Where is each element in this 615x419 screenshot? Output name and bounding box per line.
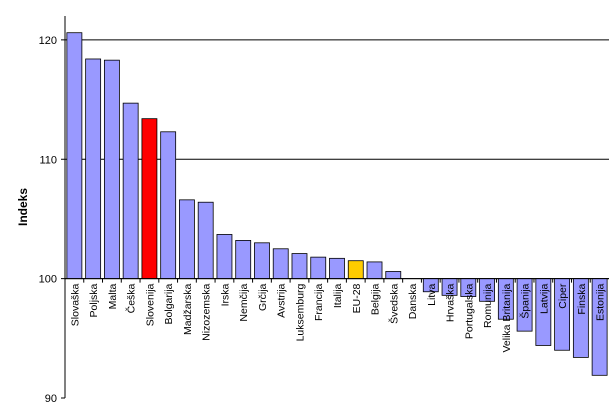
axes [61,16,609,399]
x-tick-label: Latvija [538,283,550,314]
bar-belgija [366,261,383,280]
bar-grčija [254,242,270,280]
bar-slovenija [141,118,158,280]
x-tick-label: Hrvaška [445,283,457,322]
x-tick-label: Portugalska [463,283,475,339]
y-tick-label-100: 100 [39,274,57,286]
bar-francija [310,256,327,280]
x-tick-label: Bolgarija [163,283,175,324]
x-tick-label: Ciper [557,283,569,309]
x-tick-label: Španija [519,283,532,318]
x-tick-label: Češka [125,283,138,313]
x-tick-labels: Slovaška Poljska Malta Češka Slovenija Bolgar… [69,283,606,352]
x-tick-label: Malta [107,283,119,309]
x-tick-label: Velika Britanija [501,283,513,352]
x-tick-label: EU-28 [351,283,363,313]
x-tick-label: Litva [426,283,438,305]
bar-avstrija [272,248,289,280]
x-tick-label: Madžarska [182,283,194,335]
bar-slovaška [66,32,83,280]
bar-nizozemska [197,201,214,280]
bar-italija [329,257,345,280]
y-tick-label-120: 120 [39,35,57,47]
x-tick-label: Slovaška [69,283,81,326]
bar-malta [103,59,120,280]
x-tick-label: Luksemburg [294,283,306,341]
x-tick-label: Romunija [482,283,494,328]
x-tick-label: Estonija [595,283,607,321]
x-tick-label: Italija [332,283,344,308]
x-tick-label: Finska [576,283,588,314]
y-tick-labels: 90 100 110 120 [39,35,57,405]
y-tick-label-90: 90 [45,393,57,405]
bar-luksemburg [291,253,308,280]
bar-poljska [85,58,102,280]
x-tick-label: Danska [407,283,419,319]
x-tick-label: Nemčija [238,283,250,321]
x-tick-label: Poljska [88,283,100,317]
bar-bolgarija [160,131,177,280]
bar-madžarska [179,199,195,280]
x-tick-label: Slovenija [144,283,156,326]
x-tick-label: Grčija [257,283,269,311]
x-tick-label: Francija [313,283,325,321]
x-tick-label: Avstrija [276,283,288,317]
bar-irska [216,234,233,280]
bars [66,32,608,376]
y-tick-label-110: 110 [39,154,57,166]
x-tick-label: Irska [219,283,231,306]
x-tick-label: Belgija [370,283,382,315]
bar-eu-28 [347,260,364,280]
bar-švedska [385,271,402,280]
x-tick-label: Švedska [387,283,400,323]
y-axis-label: Indeks [16,188,30,226]
bar-češka [122,102,139,280]
bar-nemčija [235,240,252,280]
x-tick-label: Nizozemska [201,283,213,340]
